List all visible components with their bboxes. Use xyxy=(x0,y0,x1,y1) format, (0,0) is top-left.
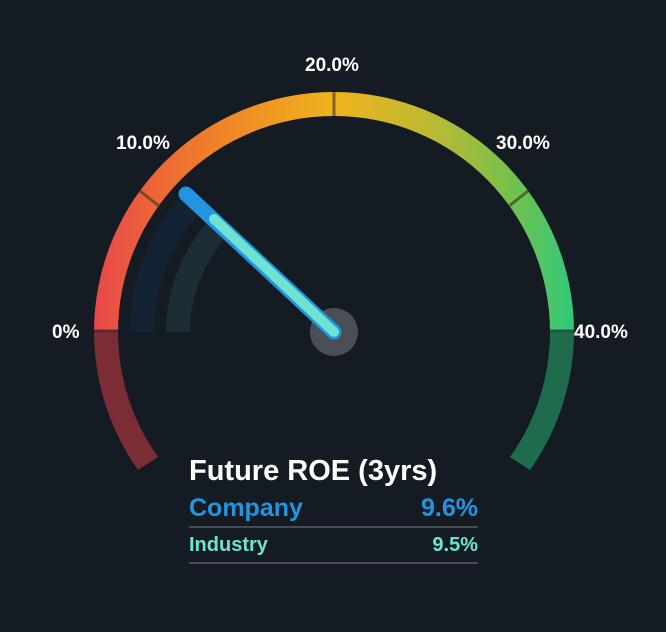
high-zone-arc xyxy=(510,332,574,470)
tick-label-0: 0% xyxy=(52,322,80,343)
industry-needle xyxy=(209,214,339,337)
tick-label-30: 30.0% xyxy=(496,133,550,154)
scale-arc xyxy=(94,92,574,332)
tick-label-40: 40.0% xyxy=(574,322,628,343)
company-label: Company xyxy=(189,493,303,522)
tick-label-20: 20.0% xyxy=(305,55,359,76)
legend: Future ROE (3yrs) Company 9.6% Industry … xyxy=(189,452,478,564)
tick-marks xyxy=(94,92,574,333)
tick-label-10: 10.0% xyxy=(116,133,170,154)
industry-label: Industry xyxy=(189,533,268,556)
chart-title: Future ROE (3yrs) xyxy=(189,455,438,487)
legend-row-industry: Industry 9.5% xyxy=(189,528,478,564)
industry-value: 9.5% xyxy=(432,533,478,556)
company-band xyxy=(129,193,202,332)
industry-band xyxy=(166,215,231,332)
low-zone-arc xyxy=(94,332,158,470)
legend-row-company: Company 9.6% xyxy=(189,490,478,528)
company-value: 9.6% xyxy=(421,493,478,522)
